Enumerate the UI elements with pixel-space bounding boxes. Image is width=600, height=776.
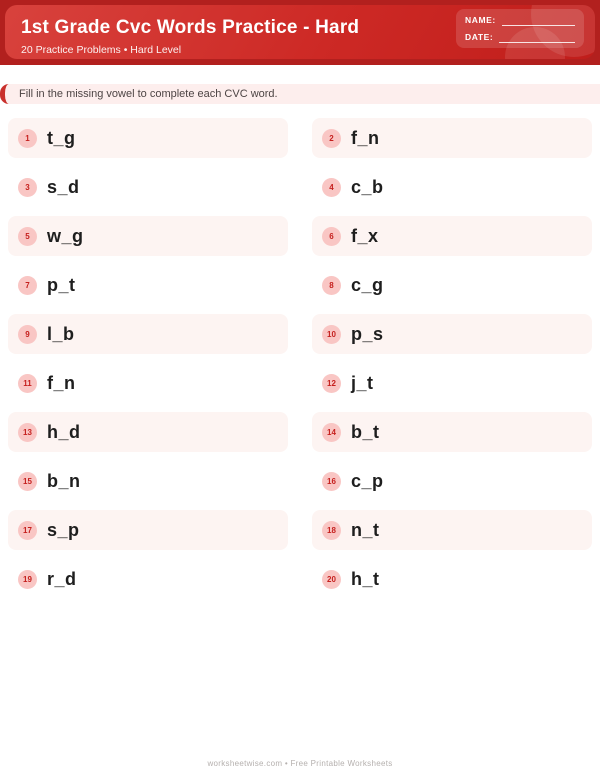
item-number-badge: 16 — [322, 471, 341, 491]
item-number-badge: 1 — [18, 128, 37, 148]
worksheet-item-10: 10 p_s — [312, 314, 592, 354]
worksheet-item-2: 2 f_n — [312, 118, 592, 158]
item-word: p_s — [351, 323, 384, 344]
item-word: h_d — [47, 421, 81, 442]
item-word: h_t — [351, 568, 380, 589]
item-word: b_t — [351, 421, 380, 442]
worksheet-item-17: 17 s_p — [8, 510, 288, 550]
worksheet-item-13: 13 h_d — [8, 412, 288, 452]
item-number-badge: 14 — [322, 422, 341, 442]
item-word: n_t — [351, 519, 380, 540]
item-word: c_p — [351, 470, 384, 491]
item-word: j_t — [351, 372, 374, 393]
item-number-badge: 5 — [18, 226, 37, 246]
item-number-badge: 6 — [322, 226, 341, 246]
name-label: NAME: — [465, 15, 496, 25]
item-number-badge: 8 — [322, 275, 341, 295]
item-number-badge: 2 — [322, 128, 341, 148]
instruction-text: Fill in the missing vowel to complete ea… — [19, 88, 278, 100]
item-word: s_p — [47, 519, 80, 540]
item-number-badge: 19 — [18, 569, 37, 589]
worksheet-item-4: 4 c_b — [312, 167, 592, 207]
item-number-badge: 7 — [18, 275, 37, 295]
page-title: 1st Grade Cvc Words Practice - Hard — [21, 17, 360, 38]
header-card: 1st Grade Cvc Words Practice - Hard 20 P… — [5, 5, 595, 59]
item-word: b_n — [47, 470, 81, 491]
date-label: DATE: — [465, 32, 494, 42]
worksheet-item-8: 8 c_g — [312, 265, 592, 305]
item-number-badge: 11 — [18, 373, 37, 393]
item-word: s_d — [47, 176, 80, 197]
page-subtitle: 20 Practice Problems • Hard Level — [21, 44, 182, 56]
worksheet-item-3: 3 s_d — [8, 167, 288, 207]
item-number-badge: 17 — [18, 520, 37, 540]
item-word: c_b — [351, 176, 384, 197]
name-date-panel: NAME: DATE: — [456, 9, 584, 48]
worksheet-item-20: 20 h_t — [312, 559, 592, 599]
item-number-badge: 10 — [322, 324, 341, 344]
item-number-badge: 4 — [322, 177, 341, 197]
item-number-badge: 3 — [18, 177, 37, 197]
item-word: t_g — [47, 127, 76, 148]
worksheet-item-16: 16 c_p — [312, 461, 592, 501]
date-field-row: DATE: — [465, 32, 575, 43]
worksheet-item-15: 15 b_n — [8, 461, 288, 501]
worksheet-item-7: 7 p_t — [8, 265, 288, 305]
item-number-badge: 18 — [322, 520, 341, 540]
item-word: w_g — [47, 225, 84, 246]
worksheet-grid: 1 t_g 2 f_n 3 s_d 4 c_b 5 w_g 6 f_x 7 p_… — [8, 118, 592, 599]
item-number-badge: 15 — [18, 471, 37, 491]
date-write-line[interactable] — [499, 33, 575, 43]
item-word: l_b — [47, 323, 75, 344]
item-number-badge: 12 — [322, 373, 341, 393]
name-write-line[interactable] — [501, 16, 575, 26]
worksheet-item-18: 18 n_t — [312, 510, 592, 550]
worksheet-item-5: 5 w_g — [8, 216, 288, 256]
item-number-badge: 9 — [18, 324, 37, 344]
item-number-badge: 13 — [18, 422, 37, 442]
item-word: c_g — [351, 274, 384, 295]
worksheet-item-14: 14 b_t — [312, 412, 592, 452]
item-word: f_n — [351, 127, 380, 148]
worksheet-item-6: 6 f_x — [312, 216, 592, 256]
worksheet-item-9: 9 l_b — [8, 314, 288, 354]
item-word: f_n — [47, 372, 76, 393]
worksheet-item-19: 19 r_d — [8, 559, 288, 599]
footer-credit: worksheetwise.com • Free Printable Works… — [207, 759, 393, 768]
name-field-row: NAME: — [465, 15, 575, 26]
item-word: f_x — [351, 225, 379, 246]
worksheet-item-11: 11 f_n — [8, 363, 288, 403]
worksheet-item-12: 12 j_t — [312, 363, 592, 403]
worksheet-item-1: 1 t_g — [8, 118, 288, 158]
item-number-badge: 20 — [322, 569, 341, 589]
header: 1st Grade Cvc Words Practice - Hard 20 P… — [0, 0, 600, 65]
item-word: r_d — [47, 568, 77, 589]
item-word: p_t — [47, 274, 76, 295]
instruction-banner: Fill in the missing vowel to complete ea… — [0, 84, 600, 104]
